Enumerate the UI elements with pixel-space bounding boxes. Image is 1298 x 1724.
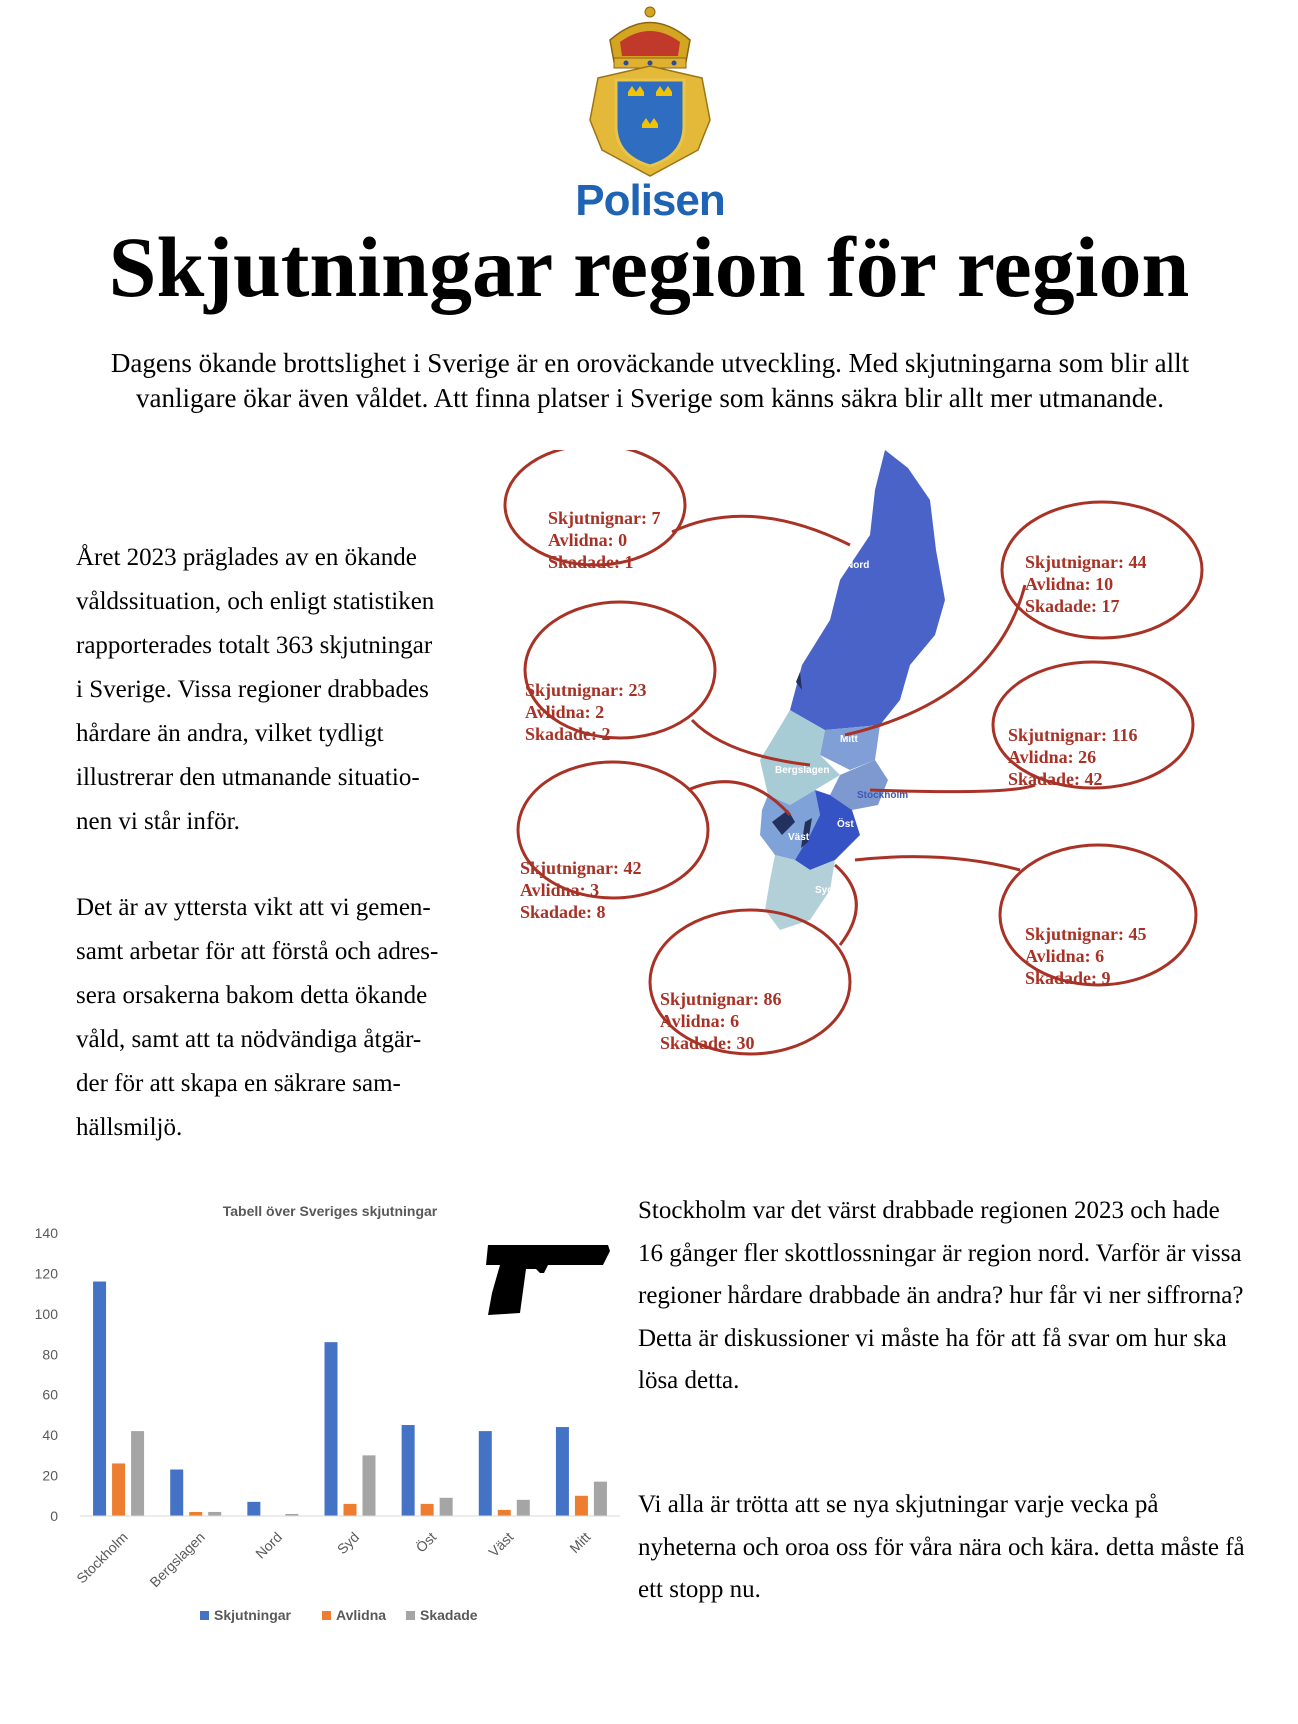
- bar-skadade-0: [131, 1431, 145, 1516]
- x-tick-label: Bergslagen: [146, 1529, 207, 1590]
- bar-avlidna-6: [574, 1495, 588, 1516]
- left-paragraph-2: Det är av yttersta vikt att vi gemen- sa…: [76, 894, 439, 1141]
- connector-ost: [854, 855, 1021, 872]
- bar-avlidna-3: [343, 1503, 357, 1516]
- callout-syd-text: Skjutnignar: 86 Avlidna: 6 Skadade: 30: [660, 989, 782, 1053]
- callout-mitt-text: Skjutnignar: 44 Avlidna: 10 Skadade: 17: [1025, 552, 1147, 616]
- callout-nord-text: Skjutnignar: 7 Avlidna: 0 Skadade: 1: [548, 508, 661, 572]
- bar-skjutningar-5: [478, 1431, 492, 1516]
- bar-skadade-3: [362, 1455, 376, 1516]
- map-label-vast: Väst: [788, 832, 810, 843]
- page-title: Skjutningar region för region: [108, 219, 1190, 315]
- police-crest-logo: [589, 6, 711, 177]
- callout-bergslagen-text: Skjutnignar: 23 Avlidna: 2 Skadade: 2: [525, 680, 647, 744]
- callout-ost-bubble: [998, 843, 1198, 987]
- bar-skjutningar-3: [324, 1342, 338, 1516]
- region-syd: [765, 855, 835, 930]
- logo-wordmark: Polisen: [575, 176, 726, 225]
- lake-vanern-icon: [772, 810, 795, 835]
- region-stockholm: [830, 760, 888, 810]
- y-tick-label: 0: [50, 1508, 58, 1524]
- map-label-nord: Nord: [846, 560, 869, 571]
- map-label-stockholm: Stockholm: [857, 790, 908, 801]
- y-tick-label: 120: [35, 1265, 59, 1281]
- x-tick-label: Mitt: [566, 1529, 593, 1556]
- bar-skadade-2: [285, 1513, 299, 1516]
- region-nord: [790, 450, 945, 735]
- connector-vast: [687, 780, 792, 817]
- lake-vattern-icon: [801, 818, 812, 848]
- connector-stockholm: [869, 783, 1036, 794]
- y-tick-label: 60: [42, 1387, 58, 1403]
- x-tick-label: Nord: [252, 1529, 285, 1562]
- callout-bergslagen-bubble: [523, 600, 717, 740]
- chart-title: Tabell över Sveriges skjutningar: [223, 1203, 438, 1219]
- intro-paragraph: Dagens ökande brottslighet i Sverige är …: [110, 348, 1190, 413]
- callout-syd-bubble: [648, 908, 852, 1056]
- crown-icon: [609, 6, 691, 69]
- legend-label-skadade: Skadade: [420, 1607, 478, 1623]
- map-label-mitt: Mitt: [840, 734, 858, 745]
- callout-vast-text: Skjutnignar: 42 Avlidna: 3 Skadade: 8: [520, 858, 642, 922]
- legend-label-skjutningar: Skjutningar: [214, 1607, 292, 1623]
- map-label-ost: Öst: [837, 817, 854, 830]
- callout-ost-text: Skjutnignar: 45 Avlidna: 6 Skadade: 9: [1025, 924, 1147, 988]
- callout-mitt-bubble: [1000, 500, 1204, 640]
- y-tick-label: 20: [42, 1468, 58, 1484]
- shootings-bar-chart: Tabell över Sveriges skjutningar 0 20 40 60…: [35, 1203, 620, 1623]
- connector-syd: [834, 863, 858, 946]
- legend-swatch-skadade: [406, 1611, 415, 1620]
- bar-avlidna-1: [189, 1511, 203, 1516]
- right-paragraph-2: Vi alla är trötta att se nya skjutningar…: [638, 1491, 1245, 1603]
- bar-skadade-5: [516, 1499, 530, 1516]
- bar-skjutningar-4: [401, 1425, 415, 1516]
- legend-swatch-skjutningar: [200, 1611, 209, 1620]
- bar-skadade-4: [439, 1497, 453, 1516]
- connector-bergslagen: [690, 718, 811, 767]
- x-tick-label: Väst: [485, 1529, 516, 1560]
- sweden-region-map: Nord Mitt Bergslagen Stockholm Öst Väst …: [503, 450, 1204, 1056]
- bar-skjutningar-6: [555, 1427, 569, 1516]
- shield-icon: [614, 78, 686, 168]
- left-paragraph-1: Året 2023 präglades av en ökande våldssi…: [76, 544, 435, 835]
- callout-stockholm-bubble: [991, 660, 1195, 790]
- region-bergslagen: [760, 710, 840, 805]
- bar-skjutningar-1: [170, 1469, 184, 1516]
- bar-skadade-1: [208, 1511, 222, 1516]
- right-paragraph-1: Stockholm var det värst drabbade regione…: [638, 1197, 1244, 1394]
- callout-nord-bubble: [503, 450, 687, 567]
- y-tick-label: 40: [42, 1427, 58, 1443]
- legend-label-avlidna: Avlidna: [336, 1607, 386, 1623]
- lake-north-icon: [796, 672, 802, 690]
- y-tick-label: 100: [35, 1306, 59, 1322]
- x-tick-label: Öst: [412, 1528, 439, 1555]
- callout-vast-bubble: [516, 760, 710, 900]
- bar-skadade-6: [593, 1481, 607, 1516]
- map-label-bergslagen: Bergslagen: [775, 765, 829, 776]
- bar-avlidna-0: [112, 1463, 126, 1516]
- y-tick-label: 140: [35, 1225, 59, 1241]
- x-tick-label: Syd: [334, 1529, 362, 1557]
- bar-skjutningar-2: [247, 1501, 261, 1516]
- region-mitt: [820, 725, 880, 770]
- map-label-syd: Syd: [815, 885, 833, 896]
- x-tick-label: Stockholm: [73, 1529, 131, 1587]
- connector-nord: [671, 514, 851, 547]
- pistol-icon: [486, 1245, 610, 1315]
- bar-skjutningar-0: [93, 1281, 107, 1516]
- region-ost: [795, 790, 860, 870]
- bar-avlidna-5: [497, 1509, 511, 1516]
- legend-swatch-avlidna: [322, 1611, 331, 1620]
- callout-stockholm-text: Skjutnignar: 116 Avlidna: 26 Skadade: 42: [1008, 725, 1138, 789]
- connector-mitt: [844, 584, 1027, 737]
- bar-avlidna-4: [420, 1503, 434, 1516]
- y-tick-label: 80: [42, 1346, 58, 1362]
